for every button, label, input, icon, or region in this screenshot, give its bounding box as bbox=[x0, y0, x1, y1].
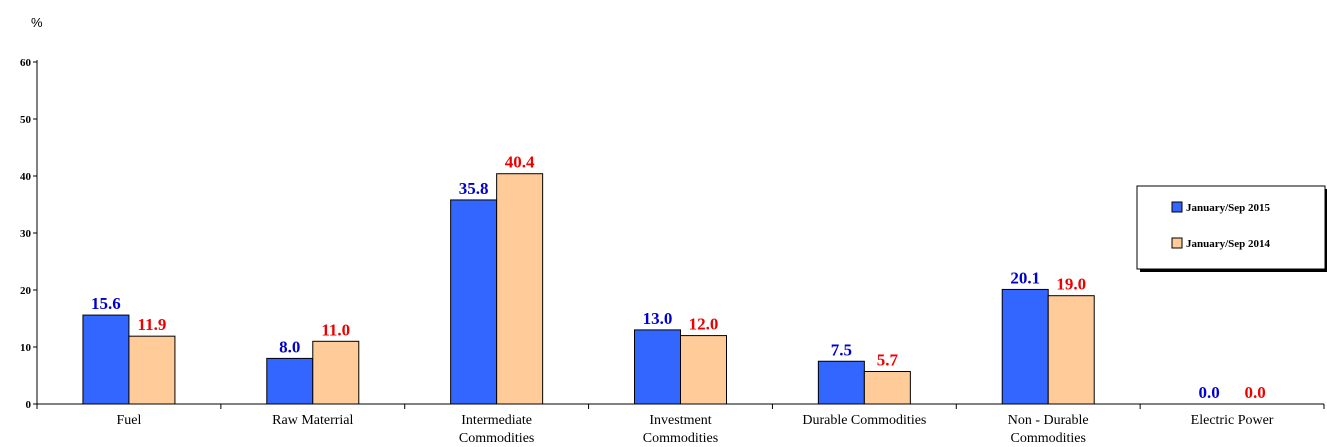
data-label: 20.1 bbox=[1010, 268, 1040, 287]
y-axis-unit-label: % bbox=[31, 15, 43, 30]
bar bbox=[680, 335, 727, 405]
x-category-label: Durable Commodities bbox=[802, 413, 926, 428]
x-category-label: Raw Materrial bbox=[272, 413, 353, 428]
data-label: 35.8 bbox=[459, 179, 489, 198]
x-category-label-line: Durable Commodities bbox=[802, 413, 926, 428]
x-category-label: Electric Power bbox=[1191, 413, 1274, 428]
x-category-label: Non - Durable Commodities bbox=[1008, 413, 1089, 446]
axes: 0 10 20 30 40 50 60 bbox=[20, 57, 1325, 411]
x-category-label-line: Commodities bbox=[1010, 431, 1085, 446]
x-category-label-line: Non - Durable bbox=[1008, 413, 1089, 428]
y-tick-label: 20 bbox=[20, 285, 32, 297]
data-label: 8.0 bbox=[279, 337, 300, 356]
data-label: 11.9 bbox=[138, 315, 167, 334]
bar bbox=[266, 357, 314, 405]
bar bbox=[1047, 295, 1095, 405]
data-label: 19.0 bbox=[1056, 275, 1086, 294]
y-tick-label: 10 bbox=[20, 342, 32, 354]
y-tick-label: 30 bbox=[20, 228, 32, 240]
bar bbox=[817, 360, 865, 405]
bars bbox=[82, 173, 1095, 405]
data-label: 0.0 bbox=[1244, 383, 1265, 402]
data-labels: 15.6 8.0 35.8 13.0 7.5 20.1 0.0 11.9 11.0 40.4 12.… bbox=[91, 153, 1266, 402]
data-label: 15.6 bbox=[91, 294, 121, 313]
legend-box bbox=[1136, 185, 1326, 270]
bar bbox=[128, 335, 176, 405]
data-label: 13.0 bbox=[643, 309, 673, 328]
bar bbox=[82, 314, 130, 405]
data-label: 40.4 bbox=[505, 153, 535, 172]
x-category-label: Investment Commodities bbox=[643, 413, 718, 446]
data-label: 5.7 bbox=[877, 351, 899, 370]
data-label: 11.0 bbox=[321, 320, 350, 339]
legend-label: January/Sep 2014 bbox=[1186, 238, 1271, 250]
y-tick-label: 0 bbox=[26, 399, 32, 411]
legend-label: January/Sep 2015 bbox=[1186, 202, 1271, 214]
bar bbox=[496, 173, 544, 405]
bar bbox=[863, 371, 911, 405]
data-label: 12.0 bbox=[689, 315, 719, 334]
y-tick-label: 60 bbox=[20, 57, 32, 69]
x-category-label: Fuel bbox=[116, 413, 141, 428]
data-label: 7.5 bbox=[831, 340, 852, 359]
x-category-label-line: Investment bbox=[649, 413, 711, 428]
x-category-label-line: Fuel bbox=[116, 413, 141, 428]
y-tick-label: 40 bbox=[20, 171, 32, 183]
y-tick-label: 50 bbox=[20, 114, 32, 126]
bar bbox=[1001, 288, 1049, 405]
x-category-label: Intermediate Commodities bbox=[459, 413, 534, 446]
legend: January/Sep 2015 January/Sep 2014 bbox=[1136, 185, 1327, 272]
x-category-label-line: Raw Materrial bbox=[272, 413, 353, 428]
bar bbox=[312, 340, 360, 405]
legend-swatch bbox=[1171, 201, 1183, 213]
legend-swatch bbox=[1171, 237, 1183, 249]
data-label: 0.0 bbox=[1198, 383, 1219, 402]
x-category-label-line: Intermediate bbox=[461, 413, 532, 428]
x-category-label-line: Electric Power bbox=[1191, 413, 1274, 428]
x-axis-categories: Fuel Raw Materrial Intermediate Commodities… bbox=[116, 413, 1273, 446]
bar bbox=[450, 199, 498, 405]
bar bbox=[634, 329, 681, 405]
x-category-label-line: Commodities bbox=[643, 431, 718, 446]
x-category-label-line: Commodities bbox=[459, 431, 534, 446]
